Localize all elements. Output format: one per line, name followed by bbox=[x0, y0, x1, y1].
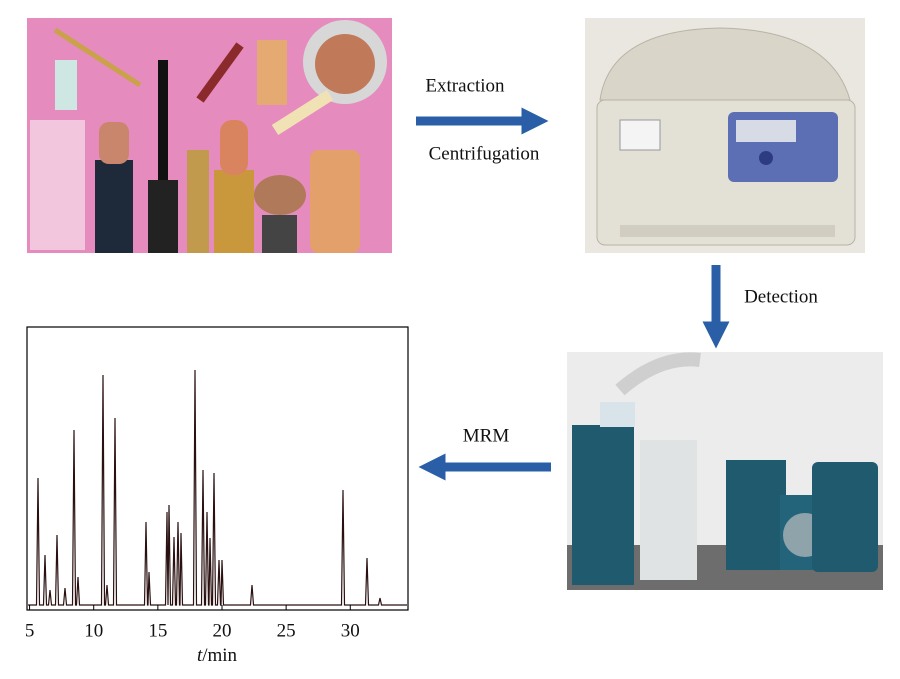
x-tick-label: 20 bbox=[212, 620, 231, 641]
step-label: MRM bbox=[463, 425, 510, 446]
trace bbox=[28, 369, 407, 606]
cosmetics-photo bbox=[27, 18, 392, 253]
axis-variable: t bbox=[197, 645, 203, 666]
centrifuge-photo bbox=[585, 18, 865, 253]
x-tick-label: 10 bbox=[84, 620, 103, 641]
x-tick-label: 15 bbox=[148, 620, 167, 641]
step-label: Detection bbox=[744, 286, 818, 307]
x-tick-label: 30 bbox=[341, 620, 360, 641]
chromatogram: t/min 5 10 15 20 25 30 bbox=[25, 326, 409, 666]
axis-unit: /min bbox=[202, 645, 237, 666]
x-axis-label: t/min bbox=[197, 645, 238, 666]
x-tick-label: 25 bbox=[277, 620, 296, 641]
step-label: Extraction bbox=[425, 75, 505, 96]
x-tick-label: 5 bbox=[25, 620, 35, 641]
plot-frame bbox=[26, 326, 409, 611]
step-label: Centrifugation bbox=[429, 143, 540, 164]
lcms-photo bbox=[567, 352, 883, 590]
